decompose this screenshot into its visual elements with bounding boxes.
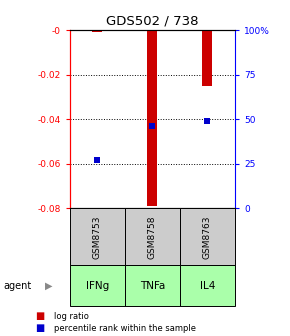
Bar <box>147 30 157 206</box>
Text: ■: ■ <box>35 323 44 333</box>
Text: ▶: ▶ <box>45 281 52 291</box>
Text: GSM8758: GSM8758 <box>148 215 157 259</box>
Text: IFNg: IFNg <box>86 281 109 291</box>
Bar <box>70 265 125 306</box>
Text: ■: ■ <box>35 311 44 321</box>
Text: agent: agent <box>3 281 31 291</box>
Text: GSM8763: GSM8763 <box>203 215 212 259</box>
Bar <box>92 30 102 33</box>
Bar <box>202 30 212 86</box>
Bar <box>125 265 180 306</box>
Text: percentile rank within the sample: percentile rank within the sample <box>54 324 196 333</box>
Text: log ratio: log ratio <box>54 312 88 321</box>
Text: GSM8753: GSM8753 <box>93 215 102 259</box>
Text: TNFa: TNFa <box>139 281 165 291</box>
Bar <box>180 265 235 306</box>
Text: IL4: IL4 <box>200 281 215 291</box>
Bar <box>125 208 180 265</box>
Bar <box>180 208 235 265</box>
Bar <box>70 208 125 265</box>
Title: GDS502 / 738: GDS502 / 738 <box>106 15 198 28</box>
